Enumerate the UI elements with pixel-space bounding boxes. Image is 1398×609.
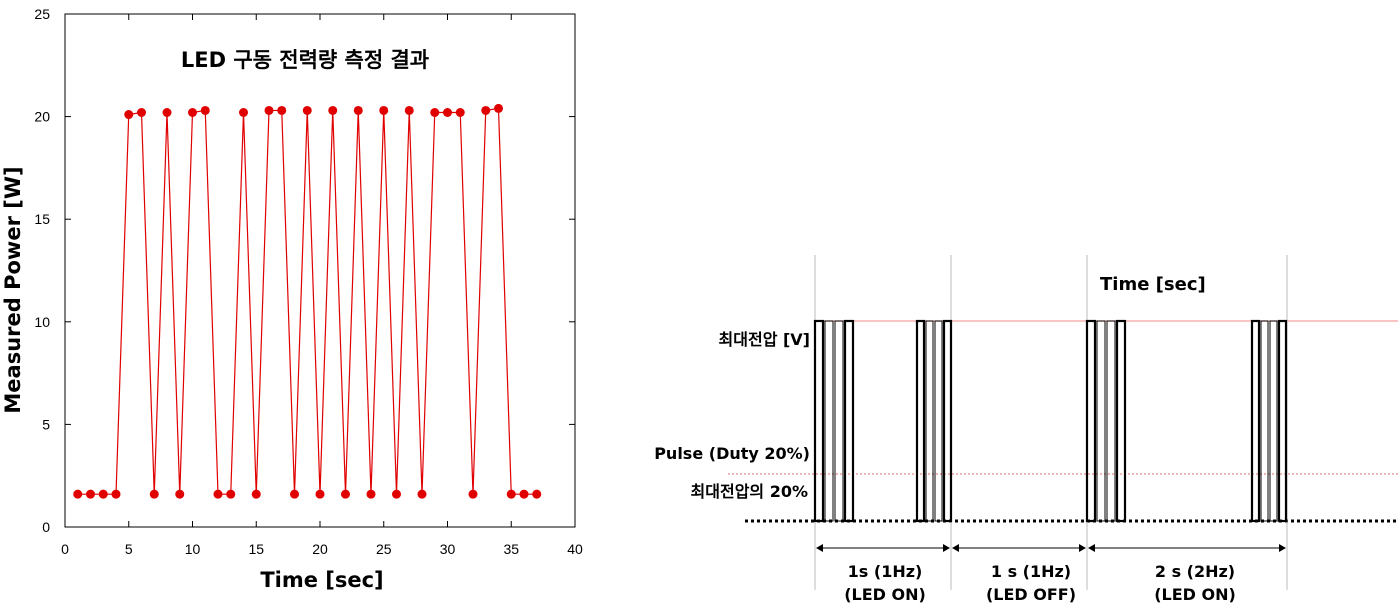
pulse-label: Pulse (Duty 20%) <box>654 444 810 463</box>
data-point <box>430 107 440 117</box>
data-point <box>162 107 172 117</box>
data-point <box>98 489 108 499</box>
pulse <box>843 319 855 523</box>
chart-title: LED 구동 전력량 측정 결과 <box>181 48 429 72</box>
y-tick-label: 20 <box>34 109 50 125</box>
data-point <box>124 110 134 120</box>
data-point <box>494 103 503 113</box>
arrow-head <box>1079 544 1086 552</box>
x-tick-label: 0 <box>61 541 69 557</box>
y-tick-label: 10 <box>34 314 50 330</box>
data-point <box>290 489 299 499</box>
x-tick-label: 35 <box>503 541 519 557</box>
data-point <box>506 489 516 499</box>
segment-1-sublabel: (LED ON) <box>844 585 926 604</box>
plot-frame <box>64 13 576 528</box>
segment-arrows <box>816 544 1286 552</box>
data-point <box>315 489 325 499</box>
arrow-head <box>816 544 823 552</box>
data-point <box>468 489 478 499</box>
data-point <box>443 107 452 117</box>
pulse <box>834 320 844 522</box>
data-point <box>519 489 529 499</box>
y-tick-label: 0 <box>42 519 50 535</box>
x-tick-label: 15 <box>248 541 264 557</box>
data-point <box>226 489 236 499</box>
segment-2-sublabel: (LED OFF) <box>986 585 1076 604</box>
x-axis-title: Time [sec] <box>260 568 383 592</box>
segment-3-label: 2 s (2Hz) <box>1155 562 1235 581</box>
segment-2-label: 1 s (1Hz) <box>991 562 1071 581</box>
data-point <box>302 105 312 115</box>
x-tick-label: 25 <box>376 541 392 557</box>
pulse <box>925 320 934 522</box>
pulse <box>1115 319 1127 523</box>
pulse <box>942 319 953 523</box>
data-point <box>341 489 350 499</box>
x-tick-label: 5 <box>125 541 133 557</box>
x-tick-label: 30 <box>440 541 456 557</box>
data-point <box>366 489 376 499</box>
y-tick-label: 15 <box>34 211 50 227</box>
data-point <box>417 489 427 499</box>
data-point <box>175 489 185 499</box>
pulse <box>1096 320 1106 522</box>
arrow-head <box>952 544 959 552</box>
data-point <box>149 489 159 499</box>
data-point <box>481 105 491 115</box>
data-point <box>200 105 210 115</box>
pulse <box>1106 320 1116 522</box>
arrow-head <box>943 544 950 552</box>
data-point <box>264 105 274 115</box>
pulse <box>824 320 834 522</box>
data-point <box>137 107 146 117</box>
data-point <box>404 105 414 115</box>
data-point <box>277 105 287 115</box>
segment-dividers <box>814 255 1288 590</box>
pulse-trains <box>813 319 1288 523</box>
arrow-head <box>1088 544 1095 552</box>
data-point <box>239 107 248 117</box>
chart-axes: 0 5 10 15 20 25 30 35 40 0 5 10 15 20 25 <box>34 6 583 557</box>
data-point <box>188 107 197 117</box>
pulse-level-label: 최대전압의 20% <box>691 482 808 501</box>
data-point <box>455 107 465 117</box>
data-point <box>379 105 389 115</box>
power-chart: 0 5 10 15 20 25 30 35 40 0 5 10 15 20 25 LED 구동 전력량 측정… <box>1 6 583 592</box>
max-voltage-label: 최대전압 [V] <box>719 330 810 349</box>
data-point <box>73 489 83 499</box>
pulse <box>1277 319 1288 523</box>
data-point <box>213 489 223 499</box>
x-tick-label: 20 <box>312 541 328 557</box>
pulse <box>1250 319 1261 523</box>
pulse <box>934 320 943 522</box>
pulse <box>1085 319 1097 523</box>
pulse <box>915 319 926 523</box>
pulse <box>1269 320 1278 522</box>
data-point <box>328 105 338 115</box>
x-tick-label: 10 <box>185 541 201 557</box>
pulse-timing-diagram: Time [sec] 최대전압 [V] Pulse (Duty 20%) 최대전… <box>654 255 1398 604</box>
segment-3-sublabel: (LED ON) <box>1154 585 1236 604</box>
pulse <box>1260 320 1269 522</box>
x-tick-label: 40 <box>567 541 583 557</box>
data-point <box>532 489 542 499</box>
y-tick-label: 25 <box>34 6 50 22</box>
data-point <box>86 489 95 499</box>
data-point <box>353 105 363 115</box>
y-axis-title: Measured Power [W] <box>1 166 25 413</box>
pulse <box>813 319 825 523</box>
arrow-head <box>1279 544 1286 552</box>
y-tick-label: 5 <box>42 416 50 432</box>
segment-1-label: 1s (1Hz) <box>848 562 923 581</box>
data-point <box>251 489 261 499</box>
chart-series <box>73 103 542 499</box>
series-line <box>77 107 537 495</box>
time-label: Time [sec] <box>1100 274 1206 295</box>
data-point <box>111 489 121 499</box>
data-point <box>392 489 401 499</box>
